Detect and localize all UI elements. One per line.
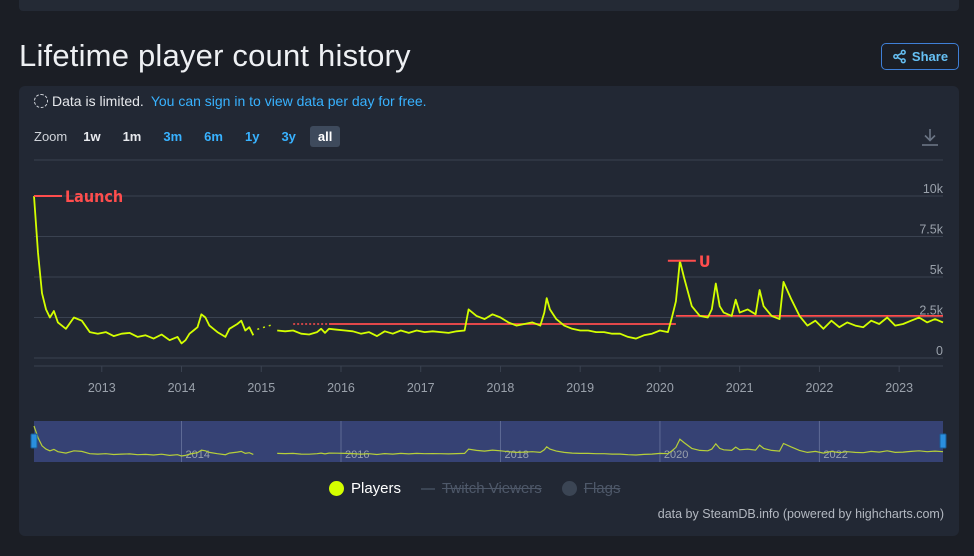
y-tick-label: 10k	[923, 182, 944, 196]
legend-label-twitch: Twitch Viewers	[442, 480, 542, 497]
players-legend-marker	[329, 481, 344, 496]
navigator-label: 2020	[664, 449, 688, 461]
share-button[interactable]: Share	[881, 43, 959, 70]
legend-label-flags: Flags	[583, 480, 621, 497]
y-tick-label: 7.5k	[919, 223, 943, 237]
chart-panel: Data is limited. You can sign in to view…	[19, 86, 959, 536]
x-tick-label: 2022	[806, 381, 834, 395]
players-line-segment	[277, 259, 944, 340]
x-tick-label: 2014	[168, 381, 196, 395]
legend-item-twitch-viewers[interactable]: Twitch Viewers	[421, 480, 542, 497]
share-icon	[893, 49, 906, 64]
x-tick-label: 2018	[487, 381, 515, 395]
x-tick-label: 2023	[885, 381, 913, 395]
chart-credits: data by SteamDB.info (powered by highcha…	[657, 507, 944, 521]
zoom-1y-button[interactable]: 1y	[244, 128, 260, 144]
page-title: Lifetime player count history	[19, 38, 411, 73]
navigator-handle-left[interactable]	[30, 433, 38, 449]
x-tick-label: 2021	[726, 381, 754, 395]
annotation-label: Launch	[65, 187, 123, 206]
y-tick-label: 0	[936, 344, 943, 358]
data-limited-notice: Data is limited. You can sign in to view…	[34, 93, 427, 109]
y-tick-label: 2.5k	[919, 304, 943, 318]
x-tick-label: 2013	[88, 381, 116, 395]
navigator-label: 2022	[823, 449, 847, 461]
annotation-label: U	[699, 252, 711, 271]
annotations: Launch U	[34, 187, 711, 271]
zoom-1w-button[interactable]: 1w	[83, 128, 101, 144]
zoom-3m-button[interactable]: 3m	[163, 128, 183, 144]
flags-legend-marker	[561, 481, 577, 496]
navigator-handle-right[interactable]	[939, 433, 947, 449]
zoom-all-button[interactable]: all	[309, 125, 341, 147]
x-tick-label: 2020	[646, 381, 674, 395]
dashed-circle-icon	[34, 94, 48, 108]
zoom-label: Zoom	[34, 128, 68, 144]
grid-lines	[34, 159, 943, 359]
x-tick-label: 2015	[247, 381, 275, 395]
zoom-1m-button[interactable]: 1m	[122, 128, 142, 144]
navigator[interactable]: 2014 2016 2018 2020 2022	[30, 421, 947, 462]
legend-label-players: Players	[351, 480, 402, 497]
sign-in-link[interactable]: You can sign in to view data per day for…	[150, 93, 427, 109]
twitch-legend-marker	[421, 487, 436, 490]
navigator-series	[33, 425, 254, 457]
x-tick-label: 2016	[327, 381, 355, 395]
x-tick-label: 2019	[566, 381, 594, 395]
legend-item-flags[interactable]: Flags	[561, 480, 621, 497]
legend: Players Twitch Viewers Flags	[329, 480, 620, 497]
share-button-label: Share	[911, 49, 949, 64]
y-axis-labels: 0 2.5k 5k 7.5k 10k	[919, 182, 943, 358]
players-line-segment	[33, 195, 255, 345]
navigator-series	[277, 438, 944, 456]
legend-item-players[interactable]: Players	[329, 480, 401, 497]
previous-section-bottom	[19, 0, 959, 11]
notice-text: Data is limited.	[52, 93, 144, 109]
series-players	[33, 195, 944, 345]
y-tick-label: 5k	[930, 263, 944, 277]
players-gap-connector	[257, 323, 274, 331]
navigator-label: 2016	[345, 449, 369, 461]
reference-lines	[293, 314, 943, 325]
zoom-6m-button[interactable]: 6m	[204, 128, 223, 144]
navigator-label: 2018	[504, 449, 528, 461]
navigator-label: 2014	[186, 449, 210, 461]
x-axis-labels: 2013 2014 2015 2016 2017 2018 2019 2020 2021 2022…	[34, 365, 943, 395]
x-tick-label: 2017	[407, 381, 435, 395]
zoom-selector: Zoom 1w 1m 3m 6m 1y 3y all	[34, 125, 346, 147]
download-icon[interactable]	[919, 126, 941, 148]
zoom-3y-button[interactable]: 3y	[281, 128, 296, 144]
